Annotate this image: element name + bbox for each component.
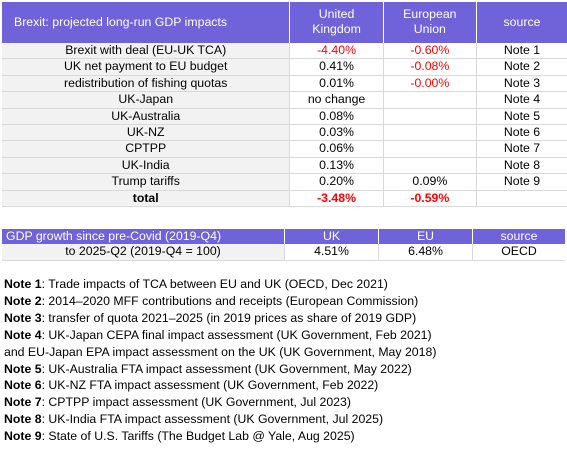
table-row: CPTPP 0.06% Note 7	[2, 140, 567, 158]
note-line: Note 8: UK-India FTA impact assessment (…	[4, 411, 436, 428]
note-text: : transfer of quota 2021–2025 (in 2019 p…	[41, 310, 417, 325]
note-text: and EU-Japan EPA impact assessment on th…	[4, 344, 437, 359]
note-text: : UK-Japan CEPA final impact assessment …	[41, 327, 432, 342]
table-header-row: GDP growth since pre-Covid (2019-Q4) UK …	[2, 229, 565, 245]
table-row: to 2025-Q2 (2019-Q4 = 100) 4.51% 6.48% O…	[2, 244, 565, 261]
uk-value: 0.06%	[289, 140, 384, 158]
note-key: Note 2	[4, 293, 42, 308]
source-value	[475, 190, 567, 208]
note-text: : UK-Australia FTA impact assessment (UK…	[41, 361, 412, 376]
source-value: Note 6	[475, 124, 567, 142]
note-key: Note 5	[4, 361, 42, 376]
eu-column-header: European Union	[382, 2, 477, 43]
table-row: UK-India 0.13% Note 8	[2, 157, 567, 175]
uk-value: 4.51%	[284, 244, 379, 261]
source-value: Note 8	[475, 157, 567, 175]
source-column-header: source	[475, 2, 567, 43]
table-row: Brexit with deal (EU-UK TCA) -4.40% -0.60%…	[2, 43, 567, 60]
uk-value: 0.08%	[289, 108, 384, 126]
note-line: Note 2: 2014–2020 MFF contributions and …	[4, 293, 436, 310]
note-line: Note 6: UK-NZ FTA impact assessment (UK …	[4, 377, 436, 394]
note-key: Note 7	[4, 395, 42, 410]
note-key: Note 8	[4, 412, 42, 427]
table-row: UK-Japan no change Note 4	[2, 91, 567, 109]
row-label: total	[2, 190, 290, 208]
note-line: Note 9: State of U.S. Tariffs (The Budge…	[4, 428, 436, 445]
note-text: : UK-India FTA impact assessment (UK Gov…	[41, 412, 384, 427]
eu-value	[382, 124, 477, 142]
table-row: UK-NZ 0.03% Note 6	[2, 124, 567, 142]
note-key: Note 6	[4, 378, 42, 393]
table-title: Brexit: projected long-run GDP impacts	[2, 2, 290, 43]
note-line: Note 5: UK-Australia FTA impact assessme…	[4, 361, 436, 378]
eu-value	[382, 140, 477, 158]
source-value: Note 4	[475, 91, 567, 109]
eu-value: -0.59%	[382, 190, 477, 208]
row-label: Trump tariffs	[2, 173, 290, 191]
uk-value: 0.03%	[289, 124, 384, 142]
row-label: UK net payment to EU budget	[2, 58, 290, 76]
source-column-header: source	[472, 229, 565, 245]
note-text: : State of U.S. Tariffs (The Budget Lab …	[41, 429, 355, 444]
note-line: and EU-Japan EPA impact assessment on th…	[4, 344, 436, 361]
eu-value: 0.09%	[382, 173, 477, 191]
note-line: Note 4: UK-Japan CEPA final impact asses…	[4, 327, 436, 344]
source-value: Note 1	[475, 43, 567, 60]
uk-column-header: UK	[284, 229, 379, 245]
uk-value: -3.48%	[289, 190, 384, 208]
gdp-impacts-table: Brexit: projected long-run GDP impacts U…	[2, 2, 567, 208]
uk-value: 0.13%	[289, 157, 384, 175]
row-label: to 2025-Q2 (2019-Q4 = 100)	[2, 244, 285, 261]
source-value: OECD	[472, 244, 565, 261]
row-label: Brexit with deal (EU-UK TCA)	[2, 43, 290, 60]
notes-list: Note 1: Trade impacts of TCA between EU …	[4, 276, 436, 445]
note-text: : Trade impacts of TCA between EU and UK…	[41, 277, 388, 291]
table-title: GDP growth since pre-Covid (2019-Q4)	[2, 229, 285, 245]
uk-value: -4.40%	[289, 43, 384, 60]
note-line: Note 1: Trade impacts of TCA between EU …	[4, 276, 436, 293]
uk-column-header: United Kingdom	[289, 2, 384, 43]
row-label: UK-Australia	[2, 108, 290, 126]
table-row: Trump tariffs 0.20% 0.09% Note 9	[2, 173, 567, 191]
eu-value	[382, 157, 477, 175]
table-row: redistribution of fishing quotas 0.01% -0.…	[2, 75, 567, 93]
source-value: Note 2	[475, 58, 567, 76]
row-label: UK-India	[2, 157, 290, 175]
eu-value: -0.08%	[382, 58, 477, 76]
uk-value: 0.01%	[289, 75, 384, 93]
note-key: Note 1	[4, 277, 42, 291]
uk-value: 0.20%	[289, 173, 384, 191]
row-label: CPTPP	[2, 140, 290, 158]
row-label: UK-NZ	[2, 124, 290, 142]
note-key: Note 3	[4, 310, 42, 325]
note-key: Note 9	[4, 429, 42, 444]
table-row: total -3.48% -0.59%	[2, 190, 567, 208]
eu-value	[382, 91, 477, 109]
uk-column-label: United Kingdom	[312, 7, 361, 37]
note-key: Note 4	[4, 327, 42, 342]
eu-column-header: EU	[378, 229, 473, 245]
source-value: Note 9	[475, 173, 567, 191]
note-line: Note 7: CPTPP impact assessment (UK Gove…	[4, 394, 436, 411]
note-line: Note 3: transfer of quota 2021–2025 (in …	[4, 310, 436, 327]
eu-value: 6.48%	[378, 244, 473, 261]
table-row: UK net payment to EU budget 0.41% -0.08% No…	[2, 58, 567, 76]
source-value: Note 5	[475, 108, 567, 126]
note-text: : 2014–2020 MFF contributions and receip…	[41, 293, 419, 308]
eu-column-label: European Union	[403, 7, 457, 37]
source-value: Note 7	[475, 140, 567, 158]
row-label: redistribution of fishing quotas	[2, 75, 290, 93]
row-label: UK-Japan	[2, 91, 290, 109]
note-text: : UK-NZ FTA impact assessment (UK Govern…	[41, 378, 379, 393]
eu-value: -0.60%	[382, 43, 477, 60]
source-value: Note 3	[475, 75, 567, 93]
note-text: : CPTPP impact assessment (UK Government…	[41, 395, 351, 410]
eu-value: -0.00%	[382, 75, 477, 93]
table-header-row: Brexit: projected long-run GDP impacts U…	[2, 2, 567, 43]
gdp-growth-table: GDP growth since pre-Covid (2019-Q4) UK …	[2, 229, 565, 261]
eu-value	[382, 108, 477, 126]
uk-value: 0.41%	[289, 58, 384, 76]
table-row: UK-Australia 0.08% Note 5	[2, 108, 567, 126]
uk-value: no change	[289, 91, 384, 109]
